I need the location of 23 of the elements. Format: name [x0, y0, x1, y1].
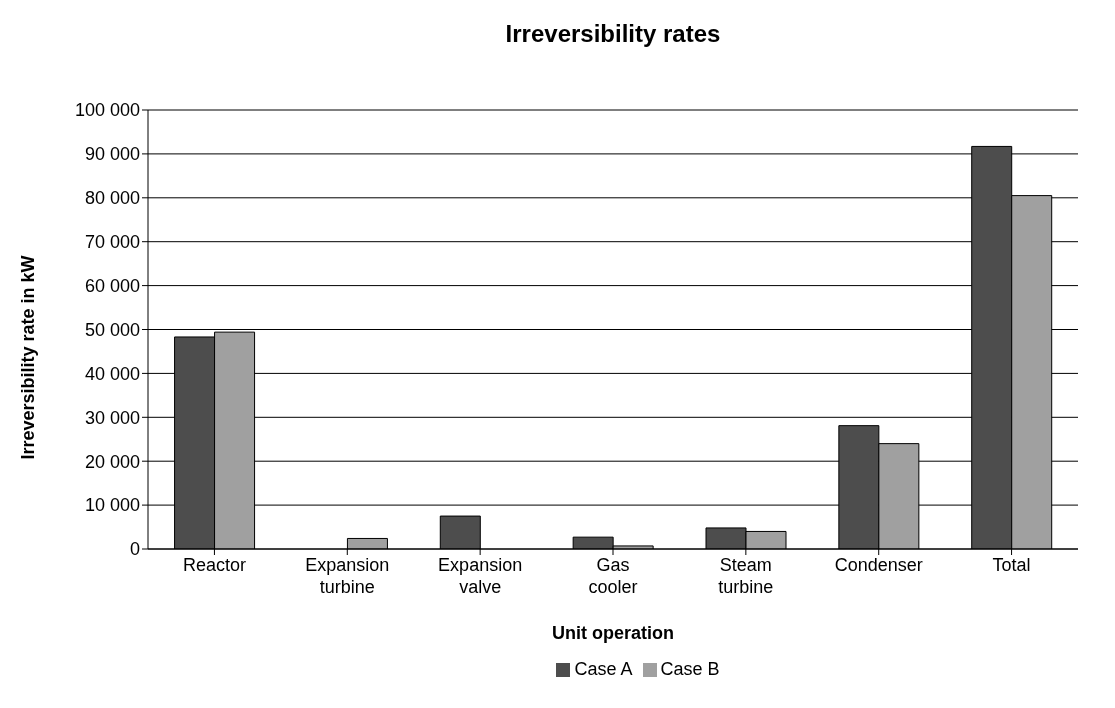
y-tick-label: 40 000	[84, 363, 140, 384]
legend-label: Case A	[574, 659, 633, 679]
y-tick-label: 0	[129, 539, 140, 560]
x-tick-label: Condenser	[834, 555, 923, 575]
chart-title: Irreversibility rates	[504, 19, 722, 49]
x-axis-title: Unit operation	[552, 623, 674, 643]
y-tick-label: 60 000	[84, 275, 140, 296]
y-axis-title: Irreversibility rate in kW	[18, 255, 39, 460]
x-tick-label: Total	[992, 555, 1031, 575]
x-tick-label: Expansion turbine	[305, 555, 390, 597]
y-tick-label: 90 000	[84, 144, 140, 165]
y-tick-label: 100 000	[74, 100, 140, 121]
y-tick-label: 20 000	[84, 451, 140, 472]
x-tick-label: Steam turbine	[718, 555, 774, 597]
y-tick-label: 30 000	[84, 407, 140, 428]
legend-label: Case B	[660, 659, 720, 679]
x-tick-label: Expansion valve	[438, 555, 523, 597]
y-tick-label: 80 000	[84, 188, 140, 209]
y-tick-label: 70 000	[84, 232, 140, 253]
x-tick-label: Gas cooler	[588, 555, 638, 597]
y-tick-label: 50 000	[84, 319, 140, 340]
x-tick-label: Reactor	[182, 555, 246, 575]
y-tick-label: 10 000	[84, 495, 140, 516]
